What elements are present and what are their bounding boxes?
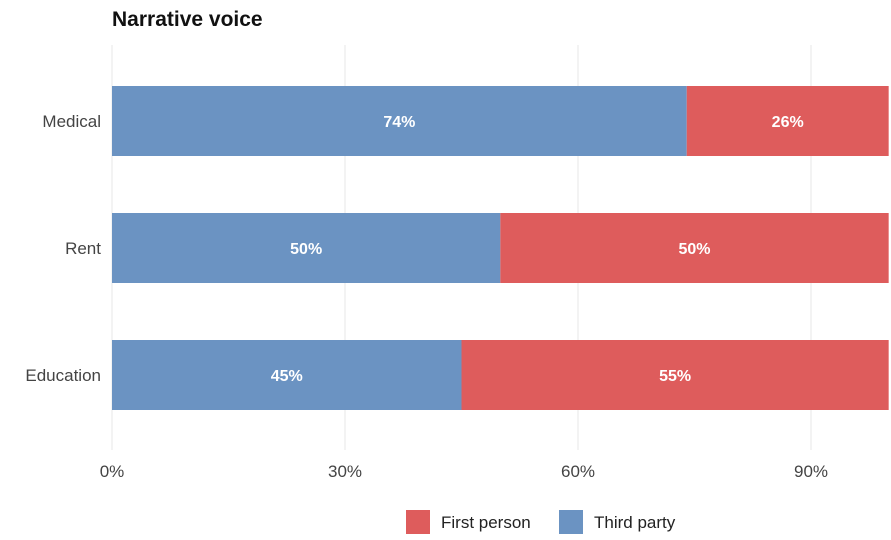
x-axis-ticks: 0% 30% 60% 90% xyxy=(100,462,828,481)
bar-label-medical-first-person: 26% xyxy=(772,114,804,131)
category-label-rent: Rent xyxy=(65,239,101,258)
x-tick-label-90: 90% xyxy=(794,462,828,481)
x-tick-label-60: 60% xyxy=(561,462,595,481)
bar-label-education-third-party: 45% xyxy=(271,368,303,385)
bar-label-rent-first-person: 50% xyxy=(678,241,710,258)
bar-label-education-first-person: 55% xyxy=(659,368,691,385)
bar-medical-third-party xyxy=(112,86,687,156)
bar-education-third-party xyxy=(112,340,462,410)
legend-label-third-party: Third party xyxy=(594,513,676,532)
bar-label-medical-third-party: 74% xyxy=(383,114,415,131)
chart-title: Narrative voice xyxy=(112,8,263,31)
bar-rent-third-party xyxy=(112,213,501,283)
bars xyxy=(112,86,889,410)
legend-label-first-person: First person xyxy=(441,513,531,532)
legend-swatch-first-person xyxy=(406,510,430,534)
x-tick-label-30: 30% xyxy=(328,462,362,481)
bar-medical-first-person xyxy=(686,86,889,156)
bar-education-first-person xyxy=(461,340,889,410)
category-label-medical: Medical xyxy=(42,112,101,131)
category-label-education: Education xyxy=(25,366,101,385)
bar-rent-first-person xyxy=(500,213,889,283)
bar-label-rent-third-party: 50% xyxy=(290,241,322,258)
legend: First person Third party xyxy=(406,510,676,534)
category-labels: Medical Rent Education xyxy=(25,112,101,385)
legend-swatch-third-party xyxy=(559,510,583,534)
x-tick-label-0: 0% xyxy=(100,462,125,481)
bar-labels: 74% 26% 50% 50% 45% 55% xyxy=(271,114,804,385)
